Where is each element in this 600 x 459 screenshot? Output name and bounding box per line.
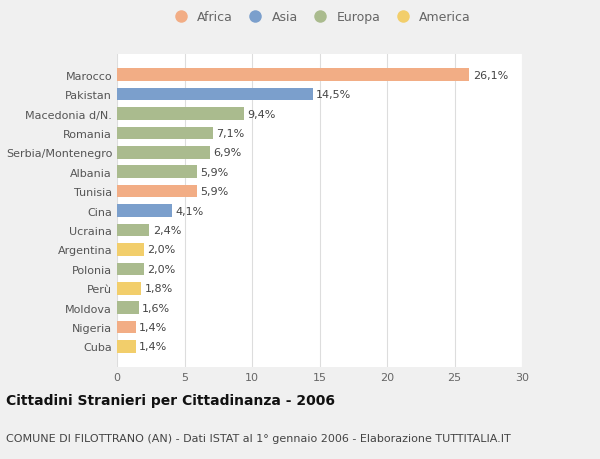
Text: 5,9%: 5,9% bbox=[200, 187, 228, 197]
Bar bbox=[117, 166, 197, 179]
Text: COMUNE DI FILOTTRANO (AN) - Dati ISTAT al 1° gennaio 2006 - Elaborazione TUTTITA: COMUNE DI FILOTTRANO (AN) - Dati ISTAT a… bbox=[6, 433, 511, 442]
Text: Cittadini Stranieri per Cittadinanza - 2006: Cittadini Stranieri per Cittadinanza - 2… bbox=[6, 393, 335, 407]
Bar bbox=[117, 302, 139, 314]
Bar bbox=[117, 185, 197, 198]
Bar bbox=[117, 69, 469, 82]
Text: 5,9%: 5,9% bbox=[200, 168, 228, 177]
Bar bbox=[117, 147, 210, 159]
Bar bbox=[117, 321, 136, 334]
Bar bbox=[117, 205, 172, 218]
Text: 2,0%: 2,0% bbox=[148, 264, 176, 274]
Text: 1,6%: 1,6% bbox=[142, 303, 170, 313]
Legend: Africa, Asia, Europa, America: Africa, Asia, Europa, America bbox=[168, 11, 471, 24]
Text: 26,1%: 26,1% bbox=[473, 71, 508, 80]
Text: 2,4%: 2,4% bbox=[153, 225, 181, 235]
Text: 7,1%: 7,1% bbox=[216, 129, 244, 139]
Text: 9,4%: 9,4% bbox=[247, 109, 275, 119]
Text: 6,9%: 6,9% bbox=[214, 148, 242, 158]
Bar bbox=[117, 224, 149, 237]
Bar bbox=[117, 108, 244, 121]
Text: 1,4%: 1,4% bbox=[139, 322, 167, 332]
Text: 1,4%: 1,4% bbox=[139, 342, 167, 352]
Text: 4,1%: 4,1% bbox=[176, 206, 204, 216]
Bar bbox=[117, 282, 142, 295]
Bar bbox=[117, 127, 213, 140]
Text: 2,0%: 2,0% bbox=[148, 245, 176, 255]
Text: 14,5%: 14,5% bbox=[316, 90, 352, 100]
Bar bbox=[117, 263, 144, 275]
Text: 1,8%: 1,8% bbox=[145, 284, 173, 294]
Bar bbox=[117, 89, 313, 101]
Bar bbox=[117, 341, 136, 353]
Bar bbox=[117, 244, 144, 256]
